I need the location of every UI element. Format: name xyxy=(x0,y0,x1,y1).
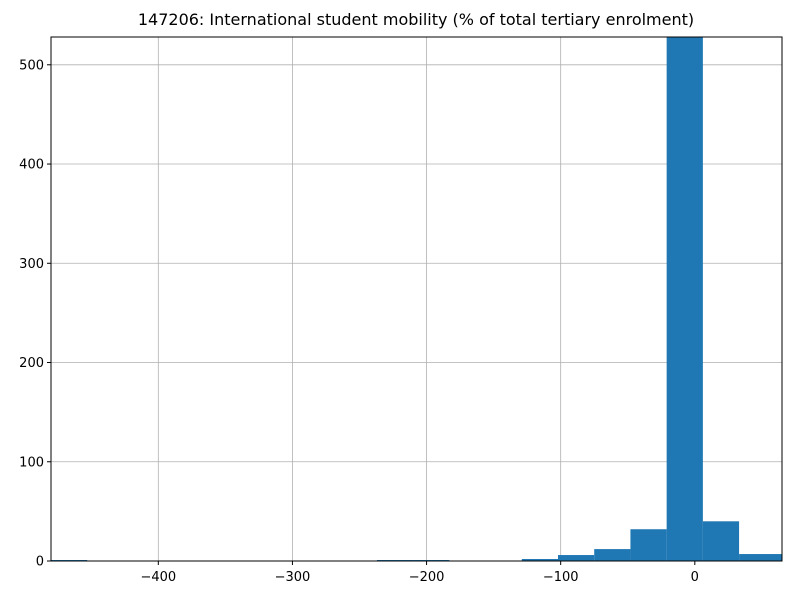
y-tick-label-0: 0 xyxy=(36,555,44,570)
histogram-bar-14 xyxy=(558,555,595,561)
histogram-bar-15 xyxy=(594,549,631,561)
x-tick-label-3: −100 xyxy=(543,570,579,585)
y-tick-label-3: 300 xyxy=(19,257,44,272)
histogram-bar-16 xyxy=(630,529,667,561)
y-tick-label-5: 500 xyxy=(19,58,44,73)
x-tick-label-2: −200 xyxy=(409,570,445,585)
histogram-bar-18 xyxy=(702,521,740,561)
y-tick-label-1: 100 xyxy=(19,455,44,470)
x-tick-label-0: −400 xyxy=(140,570,176,585)
bars-layer xyxy=(51,37,782,561)
x-tick-label-1: −300 xyxy=(275,570,311,585)
x-tick-label-4: 0 xyxy=(691,570,699,585)
ticks-layer: −400 −300 −200 −100 0 0 100 200 300 400 500 xyxy=(19,58,699,585)
y-tick-label-4: 400 xyxy=(19,158,44,173)
y-tick-label-2: 200 xyxy=(19,356,44,371)
histogram-bar-13 xyxy=(521,559,559,561)
histogram-bar-19 xyxy=(739,554,782,561)
grid-layer xyxy=(51,37,782,562)
plot-frame xyxy=(50,36,783,562)
histogram-bar-17 xyxy=(666,37,703,561)
chart-title: 147206: International student mobility (… xyxy=(137,10,695,29)
